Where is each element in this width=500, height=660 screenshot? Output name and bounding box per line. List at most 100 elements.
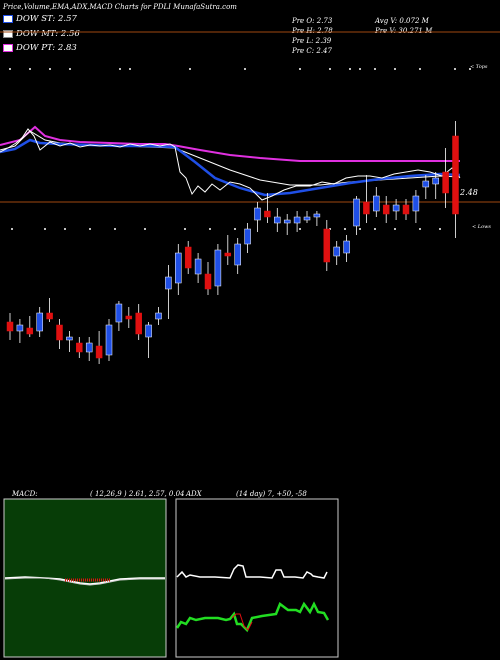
candle-body <box>204 273 212 290</box>
top-marker <box>129 68 131 70</box>
tops-label: < Tops <box>470 64 488 70</box>
candle-body <box>125 315 133 320</box>
candle-body <box>145 324 152 338</box>
candle-body <box>274 216 281 224</box>
top-marker <box>394 68 396 70</box>
candle-body <box>184 246 192 269</box>
top-marker <box>49 68 51 70</box>
prev-low: Pre L: 2.39 <box>292 37 332 45</box>
top-marker <box>469 68 471 70</box>
candle-body <box>442 171 449 194</box>
candle-body <box>313 213 321 218</box>
candle-body <box>165 276 172 290</box>
dow-pt-label: DOW PT: 2.83 <box>16 43 77 53</box>
top-marker <box>69 68 71 70</box>
candle-body <box>56 324 63 341</box>
top-marker <box>454 68 456 70</box>
candle-body <box>363 201 370 215</box>
candle-body <box>6 321 14 332</box>
low-marker <box>184 228 186 230</box>
macd-lines <box>4 576 165 586</box>
candle-body <box>412 195 420 212</box>
low-marker <box>11 228 13 230</box>
candle-body <box>115 303 123 323</box>
candle-body <box>135 312 142 335</box>
plus-di-line <box>175 601 330 633</box>
top-marker <box>244 68 246 70</box>
low-marker <box>209 228 211 230</box>
prev-close: Pre C: 2.47 <box>292 47 332 55</box>
candle-body <box>76 342 83 353</box>
low-marker <box>234 228 236 230</box>
candle-body <box>244 228 251 245</box>
dow-pt-legend: DOW PT: 2.83 <box>3 43 77 53</box>
low-marker <box>299 228 301 230</box>
candle-body <box>254 207 261 221</box>
candle-body <box>293 216 301 224</box>
candle-body <box>303 216 311 221</box>
candle-body <box>16 324 24 332</box>
dow-st-label: DOW ST: 2.57 <box>16 14 77 24</box>
top-marker <box>29 68 31 70</box>
top-marker <box>119 68 121 70</box>
candle-body <box>353 198 360 227</box>
candlestick-series <box>6 121 459 364</box>
macd-label: MACD: <box>12 490 38 498</box>
dow-mt-swatch <box>3 29 13 38</box>
candle-body <box>66 336 73 341</box>
candle-body <box>392 204 400 212</box>
prev-high: Pre H: 2.78 <box>292 27 333 35</box>
low-marker <box>64 228 66 230</box>
candle-body <box>422 180 430 188</box>
candle-body <box>402 204 410 215</box>
candle-body <box>373 195 380 212</box>
top-marker <box>329 68 331 70</box>
dow-st-swatch <box>3 14 13 23</box>
candle-body <box>382 204 390 215</box>
dow-st-legend: DOW ST: 2.57 <box>3 14 77 24</box>
candle-body <box>224 252 232 257</box>
lows-label: < Lows <box>472 224 491 230</box>
candle-body <box>333 246 340 257</box>
prev-open: Pre O: 2.73 <box>292 17 333 25</box>
candle-body <box>264 210 271 218</box>
candle-body <box>26 327 34 335</box>
candle-body <box>452 135 459 215</box>
top-marker <box>374 68 376 70</box>
top-marker <box>359 68 361 70</box>
low-marker <box>144 228 146 230</box>
dow-mt-legend: DOW MT: 2.56 <box>3 29 80 39</box>
top-marker <box>419 68 421 70</box>
low-marker <box>359 228 361 230</box>
candle-body <box>85 342 93 353</box>
candle-body <box>95 345 103 359</box>
top-marker <box>9 68 11 70</box>
macd-params: ( 12,26,9 ) 2.61, 2.57, 0.04 <box>90 490 185 498</box>
candle-body <box>214 249 222 287</box>
ema-panel <box>0 125 461 201</box>
candle-body <box>343 240 350 254</box>
low-marker <box>394 228 396 230</box>
top-marker <box>349 68 351 70</box>
ema-short-line <box>0 138 461 197</box>
candle-body <box>46 312 53 320</box>
lows-markers <box>11 228 441 230</box>
macd-signal-line <box>4 577 165 586</box>
price-close-line <box>0 128 461 201</box>
candle-body <box>105 324 113 356</box>
tops-markers <box>9 68 471 70</box>
low-marker <box>344 228 346 230</box>
low-marker <box>374 228 376 230</box>
low-marker <box>114 228 116 230</box>
candle-body <box>155 312 162 320</box>
adx-panel <box>175 498 339 658</box>
candle-body <box>432 177 439 185</box>
low-marker <box>439 228 441 230</box>
candle-body <box>175 252 182 284</box>
ema-last-value: 2.48 <box>460 188 478 197</box>
chart-title: Price,Volume,EMA,ADX,MACD Charts for PDL… <box>3 3 237 11</box>
adx-label: ADX <box>186 490 202 498</box>
dow-pt-swatch <box>3 43 13 52</box>
adx-lines <box>175 564 330 633</box>
